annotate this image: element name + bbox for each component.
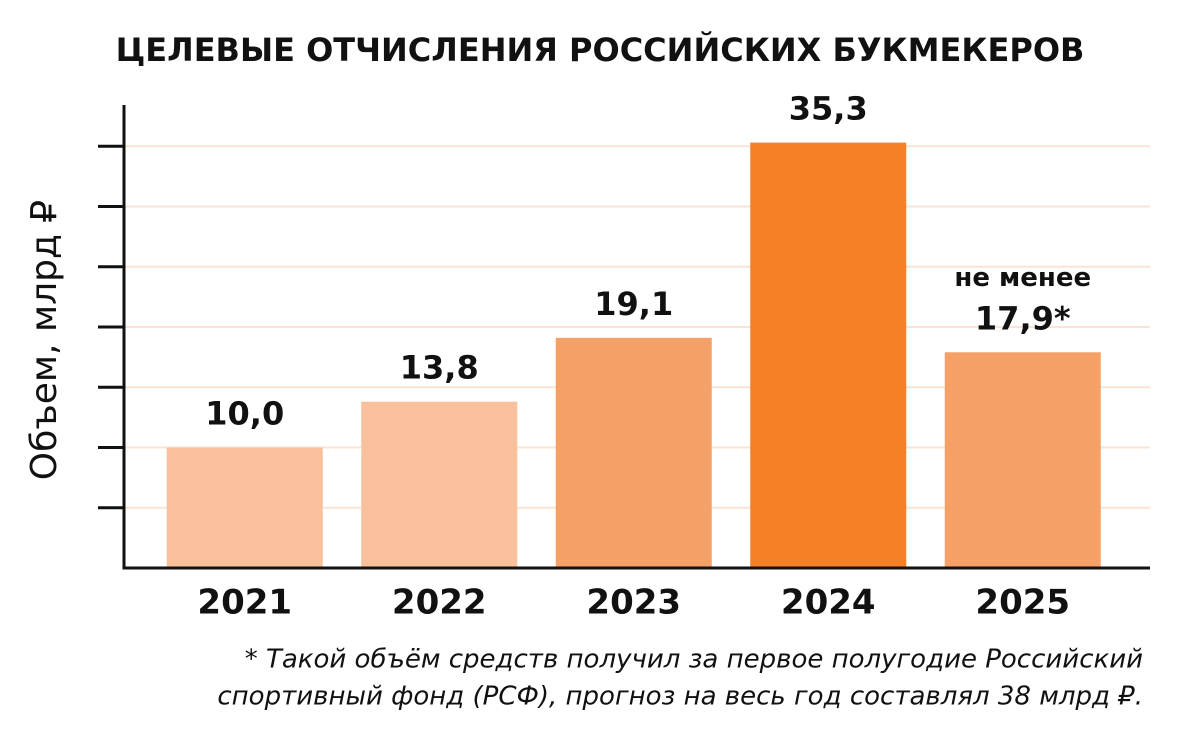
bar <box>166 447 323 568</box>
x-tick-label: 2023 <box>586 583 681 623</box>
x-tick-label: 2021 <box>197 583 292 623</box>
value-label: 13,8 <box>400 349 479 387</box>
y-axis-label: Объем, млрд ₽ <box>24 200 65 480</box>
bar <box>944 352 1101 568</box>
footnote: спортивный фонд (РСФ), прогноз на весь г… <box>217 682 1143 712</box>
bar <box>361 401 518 568</box>
value-label: 19,1 <box>594 285 673 323</box>
x-tick-label: 2024 <box>781 583 876 623</box>
x-tick-label: 2022 <box>392 583 487 623</box>
bar <box>555 337 712 568</box>
bar <box>750 142 907 569</box>
value-label: 10,0 <box>205 394 284 432</box>
annotation: не менее <box>954 263 1091 293</box>
value-label: 35,3 <box>789 90 868 128</box>
footnote: * Такой объём средств получил за первое … <box>245 645 1143 675</box>
x-tick-label: 2025 <box>975 583 1070 623</box>
chart-title: ЦЕЛЕВЫЕ ОТЧИСЛЕНИЯ РОССИЙСКИХ БУКМЕКЕРОВ <box>116 31 1085 69</box>
value-label: 17,9* <box>975 299 1071 337</box>
